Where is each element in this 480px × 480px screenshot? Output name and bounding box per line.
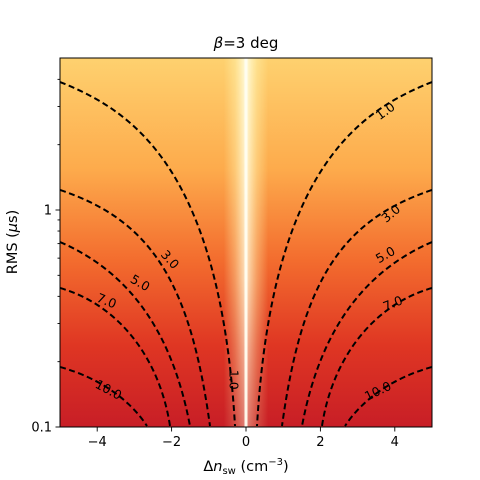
x-tick-label: −4 [88, 435, 107, 450]
y-label-mu: μ [5, 223, 21, 233]
title-variable: β [213, 34, 224, 52]
x-label-subscript: sw [222, 466, 235, 477]
contour-10-left [60, 366, 148, 427]
contour-1-left [60, 81, 236, 427]
y-axis-ticks: 0.11 [31, 78, 60, 436]
y-axis-label: RMS (μs) [5, 210, 21, 275]
x-label-unit-close: ) [283, 459, 289, 475]
x-tick-label: 0 [242, 435, 250, 450]
x-tick-label: 4 [391, 435, 399, 450]
contour-1-right [256, 81, 432, 427]
contour-label: 7.0 [95, 290, 119, 311]
contour-3-right [281, 189, 432, 427]
x-axis-label: Δnsw (cm−3) [203, 457, 288, 477]
contour-10-right [344, 366, 432, 427]
contour-5-left [60, 241, 191, 427]
contour-layer [60, 81, 432, 427]
y-label-suffix: s) [5, 210, 21, 223]
title-rest: =3 deg [223, 34, 278, 52]
heatmap-center-line [244, 58, 248, 427]
x-label-n: n [213, 459, 222, 475]
x-label-unit-open: (cm [236, 459, 268, 475]
x-tick-label: −2 [162, 435, 181, 450]
contour-label-layer: 1.01.03.03.05.05.07.0 7.010.0 10.0 [93, 99, 405, 404]
x-label-delta: Δ [203, 459, 213, 475]
contour-7-right [321, 287, 432, 427]
contour-label: 7.0 [381, 293, 405, 314]
y-label-prefix: RMS ( [5, 232, 21, 274]
contour-label: 1.0 [227, 370, 242, 390]
chart-title: β=3 deg [213, 34, 279, 52]
x-label-superscript: −3 [268, 457, 283, 468]
contour-7-left [60, 287, 171, 427]
contour-3-left [60, 189, 211, 427]
y-tick-label: 0.1 [31, 421, 52, 436]
x-axis-ticks: −4 −2 0 2 4 [88, 427, 399, 450]
y-tick-label: 1 [44, 204, 52, 219]
heatmap-field [60, 58, 432, 427]
contour-5-right [301, 241, 432, 427]
x-tick-label: 2 [316, 435, 324, 450]
